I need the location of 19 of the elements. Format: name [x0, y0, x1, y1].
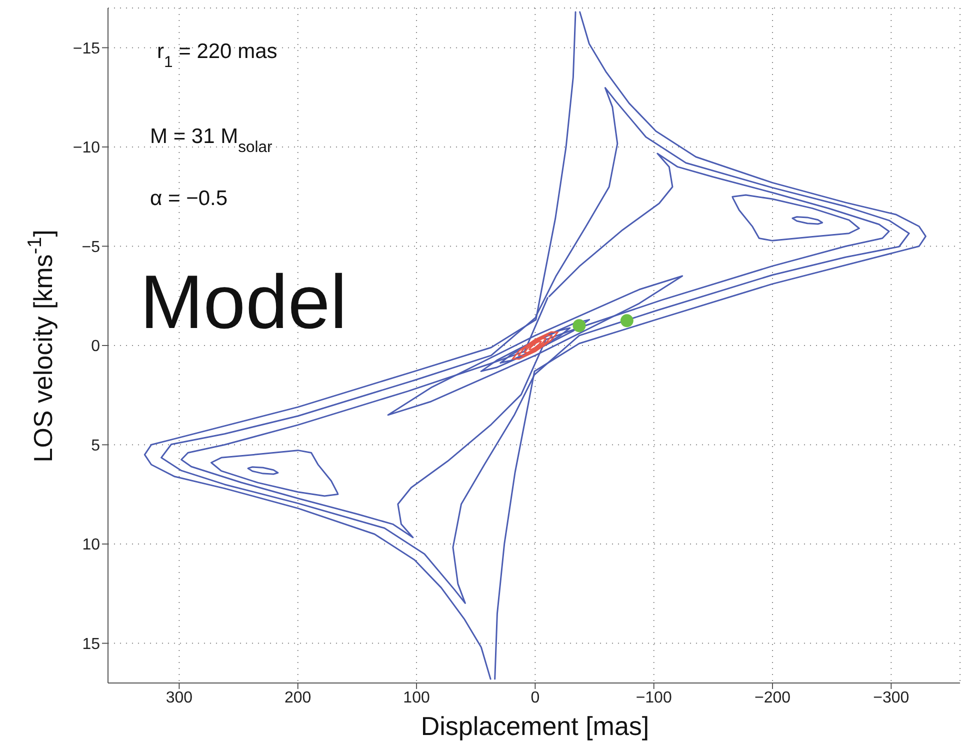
- y-tick-label: 5: [91, 437, 100, 454]
- y-tick-label: −5: [82, 238, 100, 256]
- x-tick-label: 0: [530, 689, 540, 706]
- x-tick-label: 200: [284, 689, 312, 706]
- x-tick-label: −300: [873, 689, 910, 706]
- y-tick-label: −15: [72, 40, 100, 58]
- y-tick-label: 10: [82, 536, 100, 554]
- annotation: Model: [140, 260, 347, 345]
- annotation: M = 31 M$_{solar}$: [150, 125, 272, 156]
- x-tick-label: 300: [166, 689, 193, 706]
- y-tick-label: −10: [72, 140, 100, 157]
- y-tick-label: 0: [91, 338, 100, 356]
- y-tick-label: 15: [82, 636, 100, 653]
- x-axis-title: Displacement [mas]: [420, 711, 650, 741]
- annotation: r$_{1}$ = 220 mas: [157, 40, 278, 70]
- x-tick-label: −100: [636, 689, 672, 706]
- x-tick-label: −200: [754, 689, 791, 706]
- x-tick-label: 100: [403, 689, 430, 706]
- annotation: α = −0.5: [150, 187, 228, 210]
